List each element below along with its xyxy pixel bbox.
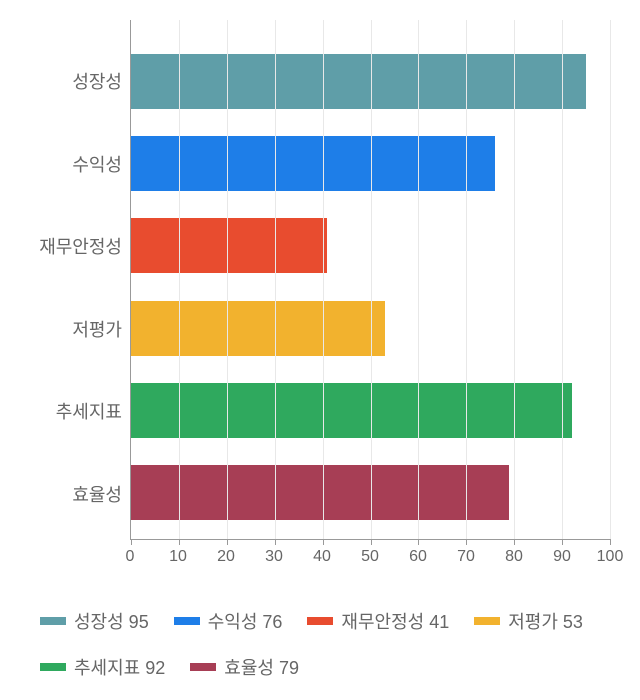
grid-line bbox=[610, 20, 611, 539]
legend-label: 저평가 53 bbox=[508, 608, 583, 634]
y-axis-labels: 성장성수익성재무안정성저평가추세지표효율성 bbox=[10, 20, 130, 540]
x-label: 20 bbox=[217, 548, 235, 566]
chart-container: 성장성수익성재무안정성저평가추세지표효율성 0 10 20 30 40 50 60 70 80 9… bbox=[10, 20, 630, 680]
grid-line bbox=[323, 20, 324, 539]
legend-label: 효율성 79 bbox=[224, 654, 299, 680]
y-label: 수익성 bbox=[10, 126, 130, 201]
x-label: 10 bbox=[169, 548, 187, 566]
bar bbox=[131, 218, 327, 273]
y-label: 효율성 bbox=[10, 456, 130, 531]
y-label: 저평가 bbox=[10, 291, 130, 366]
grid-line bbox=[227, 20, 228, 539]
legend-marker bbox=[174, 617, 200, 625]
x-label: 70 bbox=[457, 548, 475, 566]
grid-line bbox=[275, 20, 276, 539]
legend-marker bbox=[190, 663, 216, 671]
x-label: 60 bbox=[409, 548, 427, 566]
x-tick bbox=[179, 539, 180, 545]
plot-area bbox=[130, 20, 610, 540]
legend-marker bbox=[40, 617, 66, 625]
x-axis: 0102030405060708090100 bbox=[130, 540, 610, 578]
bar bbox=[131, 136, 495, 191]
grid-line bbox=[371, 20, 372, 539]
legend-item: 수익성 76 bbox=[174, 608, 283, 634]
x-tick bbox=[514, 539, 515, 545]
x-label: 30 bbox=[265, 548, 283, 566]
y-label: 추세지표 bbox=[10, 374, 130, 449]
x-tick bbox=[227, 539, 228, 545]
x-tick bbox=[275, 539, 276, 545]
x-tick bbox=[466, 539, 467, 545]
x-axis-container: 0102030405060708090100 bbox=[130, 548, 610, 578]
y-label: 재무안정성 bbox=[10, 209, 130, 284]
grid-line bbox=[466, 20, 467, 539]
legend-label: 추세지표 92 bbox=[74, 654, 165, 680]
bar bbox=[131, 301, 385, 356]
x-label: 100 bbox=[597, 548, 624, 566]
legend-item: 성장성 95 bbox=[40, 608, 149, 634]
legend-label: 수익성 76 bbox=[208, 608, 283, 634]
bar bbox=[131, 54, 586, 109]
x-tick bbox=[371, 539, 372, 545]
legend-marker bbox=[474, 617, 500, 625]
legend-item: 저평가 53 bbox=[474, 608, 583, 634]
legend-label: 재무안정성 41 bbox=[341, 608, 449, 634]
x-label: 90 bbox=[553, 548, 571, 566]
legend-marker bbox=[40, 663, 66, 671]
grid-line bbox=[562, 20, 563, 539]
x-tick bbox=[131, 539, 132, 545]
x-tick bbox=[418, 539, 419, 545]
x-label: 0 bbox=[126, 548, 135, 566]
legend-item: 추세지표 92 bbox=[40, 654, 165, 680]
legend: 성장성 95 수익성 76 재무안정성 41 저평가 53 추세지표 92 효율성 79 bbox=[40, 608, 630, 680]
legend-item: 효율성 79 bbox=[190, 654, 299, 680]
grid-line bbox=[179, 20, 180, 539]
x-label: 40 bbox=[313, 548, 331, 566]
x-tick bbox=[610, 539, 611, 545]
x-label: 50 bbox=[361, 548, 379, 566]
x-label: 80 bbox=[505, 548, 523, 566]
bar bbox=[131, 465, 509, 520]
legend-marker bbox=[307, 617, 333, 625]
legend-label: 성장성 95 bbox=[74, 608, 149, 634]
y-label: 성장성 bbox=[10, 44, 130, 119]
grid-line bbox=[514, 20, 515, 539]
grid-line bbox=[418, 20, 419, 539]
x-tick bbox=[562, 539, 563, 545]
legend-item: 재무안정성 41 bbox=[307, 608, 449, 634]
chart-area: 성장성수익성재무안정성저평가추세지표효율성 bbox=[10, 20, 630, 540]
x-tick bbox=[323, 539, 324, 545]
bar bbox=[131, 383, 572, 438]
